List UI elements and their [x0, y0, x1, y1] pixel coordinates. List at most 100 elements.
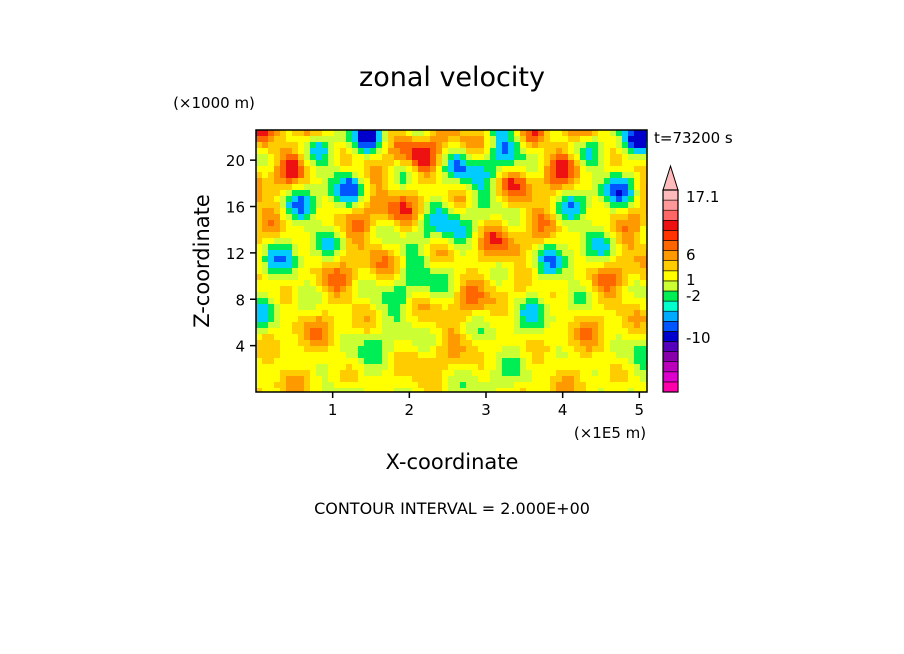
contour-cell: [598, 388, 604, 392]
contour-cell: [352, 208, 358, 214]
contour-cell: [400, 250, 406, 256]
contour-cell: [448, 220, 454, 226]
y-tick-label: 12: [226, 245, 245, 263]
contour-cell: [490, 250, 496, 256]
contour-cell: [406, 220, 412, 226]
contour-cell: [268, 172, 274, 178]
contour-cell: [328, 238, 334, 244]
contour-cell: [388, 196, 394, 202]
contour-cell: [358, 280, 364, 286]
contour-cell: [274, 352, 280, 358]
contour-cell: [592, 220, 598, 226]
contour-cell: [268, 214, 274, 220]
contour-cell: [628, 298, 634, 304]
contour-cell: [460, 142, 466, 148]
contour-cell: [436, 232, 442, 238]
contour-cell: [382, 214, 388, 220]
contour-cell: [502, 190, 508, 196]
contour-cell: [490, 304, 496, 310]
contour-cell: [604, 148, 610, 154]
contour-cell: [532, 196, 538, 202]
contour-cell: [598, 274, 604, 280]
contour-cell: [604, 220, 610, 226]
contour-cell: [280, 370, 286, 376]
contour-cell: [634, 358, 640, 364]
contour-cell: [598, 250, 604, 256]
contour-cell: [496, 172, 502, 178]
contour-cell: [268, 250, 274, 256]
contour-cell: [604, 184, 610, 190]
contour-cell: [550, 340, 556, 346]
contour-cell: [598, 208, 604, 214]
contour-cell: [640, 208, 646, 214]
contour-cell: [262, 160, 268, 166]
contour-cell: [568, 382, 574, 388]
contour-cell: [304, 256, 310, 262]
contour-cell: [352, 316, 358, 322]
contour-cell: [538, 244, 544, 250]
contour-cell: [370, 250, 376, 256]
contour-cell: [310, 316, 316, 322]
contour-cell: [298, 130, 304, 136]
contour-cell: [424, 364, 430, 370]
contour-cell: [376, 130, 382, 136]
contour-cell: [586, 256, 592, 262]
contour-cell: [574, 184, 580, 190]
contour-cell: [436, 334, 442, 340]
contour-cell: [376, 286, 382, 292]
contour-cell: [640, 250, 646, 256]
contour-cell: [256, 208, 262, 214]
contour-cell: [520, 190, 526, 196]
contour-cell: [448, 190, 454, 196]
contour-cell: [358, 364, 364, 370]
contour-cell: [484, 328, 490, 334]
contour-cell: [442, 172, 448, 178]
contour-cell: [334, 178, 340, 184]
contour-cell: [310, 328, 316, 334]
contour-cell: [610, 268, 616, 274]
contour-cell: [604, 244, 610, 250]
contour-cell: [508, 382, 514, 388]
contour-cell: [436, 286, 442, 292]
contour-cell: [610, 220, 616, 226]
contour-cell: [448, 292, 454, 298]
contour-cell: [442, 202, 448, 208]
contour-cell: [574, 262, 580, 268]
contour-cell: [298, 256, 304, 262]
contour-cell: [310, 226, 316, 232]
contour-cell: [298, 250, 304, 256]
contour-cell: [484, 352, 490, 358]
contour-cell: [562, 376, 568, 382]
contour-cell: [316, 286, 322, 292]
contour-cell: [424, 286, 430, 292]
contour-cell: [472, 334, 478, 340]
contour-cell: [256, 250, 262, 256]
contour-cell: [508, 334, 514, 340]
colorbar-swatch: [662, 270, 679, 282]
contour-cell: [496, 178, 502, 184]
contour-cell: [568, 370, 574, 376]
contour-cell: [526, 358, 532, 364]
contour-cell: [328, 166, 334, 172]
contour-cell: [394, 178, 400, 184]
contour-cell: [478, 346, 484, 352]
contour-cell: [340, 262, 346, 268]
contour-cell: [394, 286, 400, 292]
contour-cell: [262, 334, 268, 340]
contour-cell: [316, 142, 322, 148]
contour-cell: [586, 352, 592, 358]
contour-cell: [460, 166, 466, 172]
contour-cell: [460, 184, 466, 190]
contour-cell: [550, 334, 556, 340]
contour-cell: [406, 172, 412, 178]
contour-cell: [472, 166, 478, 172]
colorbar-swatch: [662, 320, 679, 332]
contour-cell: [334, 358, 340, 364]
x-tick-label: 2: [405, 401, 415, 419]
contour-cell: [454, 238, 460, 244]
contour-cell: [292, 178, 298, 184]
contour-cell: [292, 256, 298, 262]
contour-cell: [262, 322, 268, 328]
contour-cell: [592, 358, 598, 364]
contour-cell: [262, 232, 268, 238]
